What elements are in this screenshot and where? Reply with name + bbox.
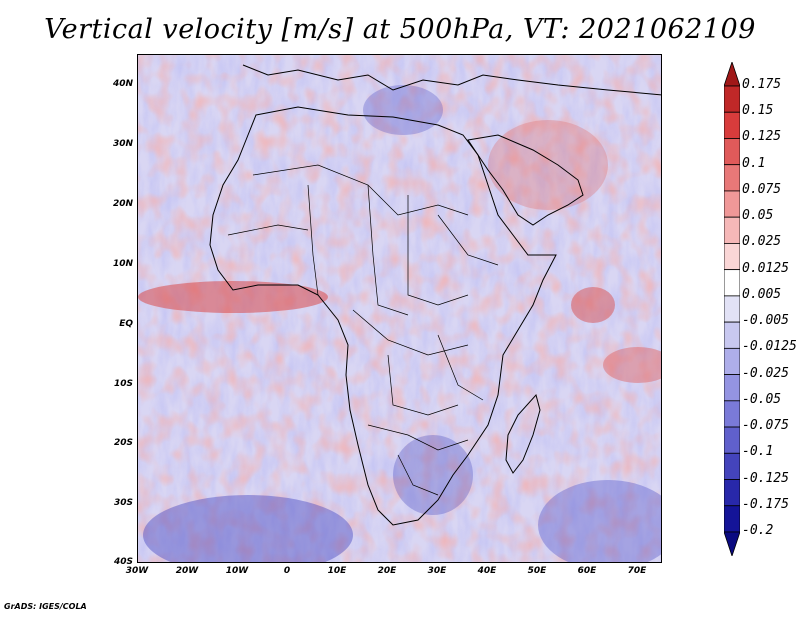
colorbar-label: -0.125 (742, 470, 789, 486)
descent-region-mediterranean (363, 85, 443, 135)
ascent-band-west-africa (138, 281, 328, 313)
colorbar-label: 0.025 (742, 234, 782, 250)
colorbar-segment (724, 374, 740, 402)
descent-region-south-africa (393, 435, 473, 515)
colorbar-label: 0.005 (742, 286, 782, 302)
lon-label-40e: 40E (477, 566, 497, 576)
colorbar-label: -0.005 (742, 313, 789, 329)
colorbar-segment (724, 452, 740, 480)
colorbar-segment (724, 295, 740, 323)
colorbar-label: 0.05 (742, 208, 774, 224)
colorbar-label: 0.15 (742, 103, 774, 119)
lat-label-40n: 40N (112, 79, 133, 89)
colorbar-segment (724, 243, 740, 271)
colorbar-label: -0.05 (742, 391, 782, 407)
lon-label-60e: 60E (577, 566, 597, 576)
colorbar-label: -0.075 (742, 418, 789, 434)
colorbar-segment (724, 190, 740, 218)
colorbar (724, 62, 740, 556)
colorbar-segment (724, 269, 740, 297)
lat-label-eq: EQ (119, 319, 133, 329)
colorbar-label: 0.1 (742, 155, 766, 171)
lat-label-20s: 20S (113, 438, 133, 448)
lon-label-70e: 70E (627, 566, 647, 576)
lat-label-20n: 20N (112, 199, 133, 209)
lon-label-20e: 20E (377, 566, 397, 576)
europe-coastline (242, 64, 661, 96)
arabia-coastline (467, 134, 584, 226)
colorbar-label: -0.0125 (742, 339, 797, 355)
colorbar-segment (724, 505, 740, 533)
africa-coastline (209, 106, 557, 526)
colorbar-label: -0.175 (742, 496, 789, 512)
velocity-field-map (138, 55, 661, 562)
ascent-region-arabia (488, 120, 608, 210)
lat-label-10n: 10N (112, 259, 133, 269)
colorbar-segment (724, 164, 740, 192)
colorbar-segment (724, 347, 740, 375)
madagascar-coastline (505, 393, 541, 474)
lat-label-30n: 30N (112, 139, 133, 149)
colorbar-segment (724, 400, 740, 428)
colorbar-segment (724, 216, 740, 244)
colorbar-label: -0.025 (742, 365, 789, 381)
lon-label-30w: 30W (125, 566, 149, 576)
lon-label-20w: 20W (175, 566, 199, 576)
country-borders (227, 164, 499, 496)
lat-label-10s: 10S (113, 379, 133, 389)
colorbar-label: 0.075 (742, 181, 782, 197)
colorbar-segment (724, 85, 740, 113)
colorbar-segment (724, 426, 740, 454)
lat-label-40s: 40S (113, 557, 133, 567)
colorbar-label: 0.175 (742, 77, 782, 92)
ascent-cell-southeast (603, 347, 661, 383)
colorbar-label: -0.2 (742, 523, 774, 538)
colorbar-segment (724, 138, 740, 166)
footer-credit: GrADS: IGES/COLA (4, 602, 87, 611)
colorbar-label: 0.125 (742, 129, 782, 145)
lon-label-10e: 10E (327, 566, 347, 576)
ascent-cell-indian-ocean (571, 287, 615, 323)
colorbar-top-arrow (724, 62, 740, 87)
chart-title: Vertical velocity [m/s] at 500hPa, VT: 2… (44, 14, 756, 45)
colorbar-segment (724, 479, 740, 507)
colorbar-label: 0.0125 (742, 260, 789, 276)
lon-label-30e: 30E (427, 566, 447, 576)
colorbar-segment (724, 111, 740, 139)
lat-label-30s: 30S (113, 498, 133, 508)
colorbar-segment (724, 321, 740, 349)
colorbar-label: -0.1 (742, 444, 774, 460)
colorbar-bottom-arrow (724, 531, 740, 556)
descent-swirl-southeast (538, 480, 661, 562)
lon-label-50e: 50E (527, 566, 547, 576)
descent-swirl-southwest (143, 495, 353, 562)
lon-label-10w: 10W (225, 566, 249, 576)
map-panel (137, 54, 662, 563)
lon-label-0: 0 (283, 566, 291, 576)
